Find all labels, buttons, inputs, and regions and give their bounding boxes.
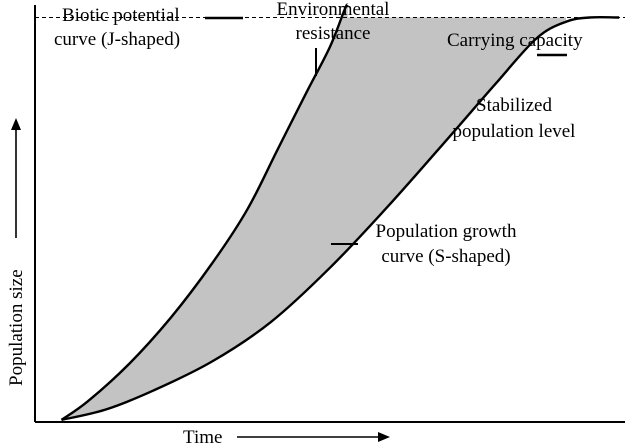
growth-label-line1: Population growth [376, 221, 517, 242]
y-axis-arrowhead [11, 118, 21, 130]
s-shaped-curve [61, 15, 620, 422]
j-shaped-curve [60, 3, 349, 421]
environmental-label-line1: Environmental [277, 0, 390, 20]
carrying-capacity-label: Carrying capacity [447, 30, 583, 51]
environmental-label-line2: resistance [296, 23, 371, 44]
growth-label-line2: curve (S-shaped) [381, 246, 510, 267]
y-axis-label: Population size [6, 269, 27, 386]
x-axis-arrowhead [378, 432, 390, 442]
stabilized-label-line1: Stabilized [476, 95, 552, 116]
biotic-label-line2: curve (J-shaped) [54, 29, 180, 50]
environmental-resistance-region [61, 4, 566, 420]
stabilized-label-line2: population level [453, 121, 576, 142]
biotic-label-line1: Biotic potential [62, 5, 180, 26]
x-axis-label: Time [183, 427, 222, 447]
